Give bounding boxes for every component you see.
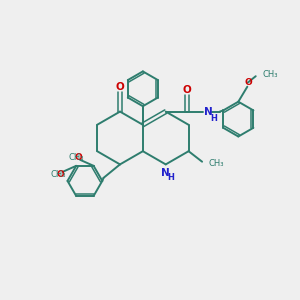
Text: O: O <box>74 153 82 162</box>
Text: N: N <box>204 106 213 117</box>
Text: H: H <box>168 173 175 182</box>
Text: CH₃: CH₃ <box>209 159 224 168</box>
Text: O: O <box>57 170 64 179</box>
Text: O: O <box>244 78 252 87</box>
Text: CH₃: CH₃ <box>51 170 66 179</box>
Text: O: O <box>182 85 191 95</box>
Text: H: H <box>210 114 217 123</box>
Text: CH₃: CH₃ <box>262 70 278 79</box>
Text: N: N <box>161 168 170 178</box>
Text: CH₃: CH₃ <box>68 153 84 162</box>
Text: O: O <box>116 82 124 92</box>
